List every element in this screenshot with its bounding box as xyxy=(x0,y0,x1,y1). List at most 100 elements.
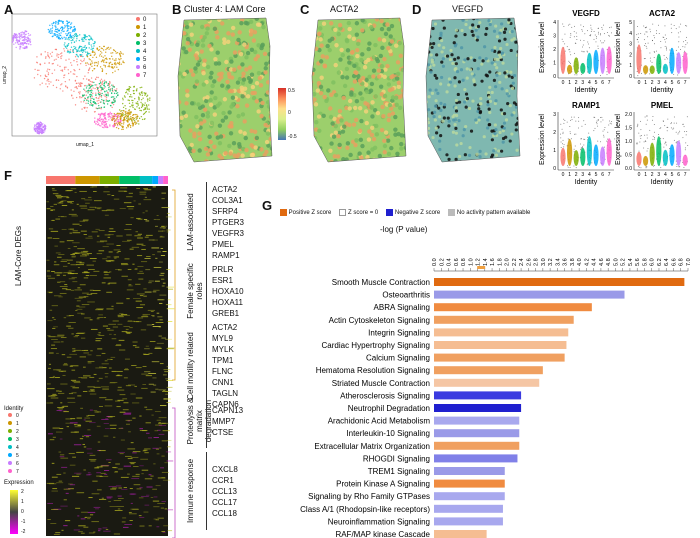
violin-xtick: 1 xyxy=(568,172,571,178)
violin-shape xyxy=(669,47,675,74)
umap-legend-item: 3 xyxy=(136,40,146,48)
x-tick-label: 5.0 xyxy=(613,258,619,266)
violin-title: VEGFD xyxy=(572,9,600,18)
violin-shape xyxy=(567,138,573,166)
gene-label: CCR1 xyxy=(212,475,234,485)
violin-shape xyxy=(606,138,612,167)
category-label: RHOGDI Signaling xyxy=(363,454,430,463)
gene-label: MYL9 xyxy=(212,334,233,343)
panel-d: D VEGFD xyxy=(412,0,530,165)
x-tick-label: 0.8 xyxy=(461,258,467,266)
violin-shape xyxy=(682,154,688,166)
violin-ytick: 1.0 xyxy=(625,139,632,145)
violin-shape xyxy=(567,64,573,74)
identity-legend-item: 4 xyxy=(8,444,23,452)
x-tick-label: 6.8 xyxy=(679,258,685,266)
category-label: Smooth Muscle Contraction xyxy=(332,278,430,287)
category-label: Cardiac Hypertrophy Signaling xyxy=(322,341,431,350)
panel-c: C ACTA2 xyxy=(300,0,410,165)
category-label: Atherosclerosis Signaling xyxy=(340,391,430,400)
panel-letter: A xyxy=(4,2,14,17)
violin-ytick: 0.0 xyxy=(625,166,632,172)
identity-bar xyxy=(139,176,153,184)
bar xyxy=(434,366,543,375)
gene-label: MMP7 xyxy=(212,416,236,426)
identity-bar xyxy=(152,176,159,184)
violin-ytick: 3 xyxy=(629,42,632,48)
identity-bar xyxy=(46,176,76,184)
identity-legend-title: Identity xyxy=(4,406,24,412)
spatial-map-acta2 xyxy=(311,17,407,163)
bar xyxy=(434,441,520,450)
violin-xtick: 0 xyxy=(562,172,565,178)
violin-xtick: 2 xyxy=(651,172,654,178)
panel-letter: D xyxy=(412,2,422,17)
panel-letter: C xyxy=(300,2,310,17)
identity-bar xyxy=(119,176,140,184)
x-tick-label: 1.8 xyxy=(497,258,503,266)
gene-group-label: Proteolysis & matrix degradation xyxy=(186,397,213,445)
gene-label: PRLR xyxy=(212,264,234,274)
category-label: Integrin Signaling xyxy=(368,328,430,337)
violin-shape xyxy=(573,150,579,166)
identity-bar xyxy=(99,176,120,184)
identity-legend-item: 5 xyxy=(8,452,23,460)
violin-xtick: 4 xyxy=(588,80,591,86)
violin-shape xyxy=(662,149,668,166)
gene-label: PTGER3 xyxy=(212,217,245,227)
gene-group-bracket xyxy=(206,452,207,530)
category-label: Neutrophil Degradation xyxy=(348,404,430,413)
gene-label: HOXA10 xyxy=(212,286,244,296)
legend-negative: Negative Z score xyxy=(386,209,440,216)
violin-shape xyxy=(643,65,649,74)
violin-xtick: 6 xyxy=(601,80,604,86)
category-label: TREM1 Signaling xyxy=(368,467,430,476)
umap-legend-item: 4 xyxy=(136,48,146,56)
category-label: Protein Kinase A Signaling xyxy=(336,480,430,489)
gene-group-label: Immune response xyxy=(186,458,195,524)
violin-xtick: 0 xyxy=(638,80,641,86)
x-tick-label: 3.2 xyxy=(548,258,554,266)
violin-xtick: 7 xyxy=(608,172,611,178)
x-tick-label: 1.0 xyxy=(468,258,474,266)
expr-tick-0: 0 xyxy=(21,509,24,515)
x-tick-label: 3.4 xyxy=(555,258,561,266)
category-label: Interleukin-10 Signaling xyxy=(346,429,430,438)
violin-xtick: 6 xyxy=(601,172,604,178)
bar xyxy=(434,454,518,463)
bar xyxy=(434,416,520,425)
x-tick-label: 5.2 xyxy=(621,258,627,266)
violin-title: RAMP1 xyxy=(572,101,601,110)
bar xyxy=(434,517,503,526)
gene-label: CCL17 xyxy=(212,497,237,507)
violin-ytick: 0 xyxy=(553,166,556,172)
violin-xtick: 3 xyxy=(581,172,584,178)
category-label: Neuroinflammation Signaling xyxy=(328,517,430,526)
gene-label: VEGFR3 xyxy=(212,228,245,238)
violin-xtick: 3 xyxy=(581,80,584,86)
category-label: Class A/1 (Rhodopsin-like receptors) xyxy=(300,505,430,514)
violin-xtick: 4 xyxy=(588,172,591,178)
umap-legend-item: 6 xyxy=(136,64,146,72)
x-tick-label: 3.8 xyxy=(570,258,576,266)
gene-label: RAMP1 xyxy=(212,250,240,260)
gene-label: TAGLN xyxy=(212,389,239,398)
x-tick-label: 0.4 xyxy=(447,258,453,266)
x-tick-label: 4.8 xyxy=(606,258,612,266)
gene-label: GREB1 xyxy=(212,308,240,318)
violin-shape xyxy=(636,151,642,166)
expression-colorbar xyxy=(10,490,18,534)
umap-plot xyxy=(11,13,158,137)
panel-letter: B xyxy=(172,2,182,17)
violin-xtick: 7 xyxy=(684,80,687,86)
violin-shape xyxy=(682,51,688,74)
violin-ytick: 5 xyxy=(629,20,632,26)
violin-shape xyxy=(580,62,586,74)
gene-label: ESR1 xyxy=(212,275,233,285)
gene-groups: LAM-associated ACTA2 COL3A1 SFRP4 PTGER3 VEGF… xyxy=(180,168,260,538)
violin-ylabel: Expression level xyxy=(615,114,622,165)
x-tick-label: 5.8 xyxy=(642,258,648,266)
violin-xtick: 5 xyxy=(671,80,674,86)
bar xyxy=(434,278,685,286)
violin-shape xyxy=(586,52,592,74)
